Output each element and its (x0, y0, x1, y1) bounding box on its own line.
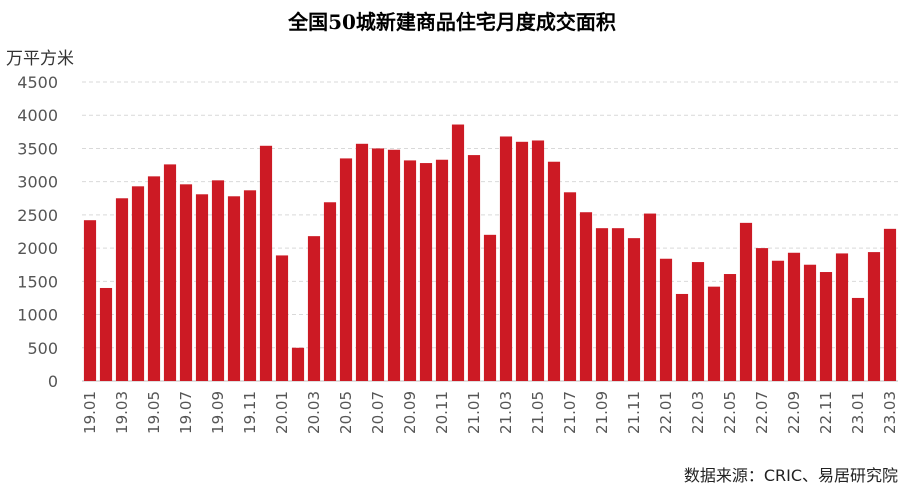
x-tick-label: 21.11 (625, 391, 643, 434)
bar-20.12 (451, 124, 465, 381)
bar-22.08 (771, 260, 785, 381)
x-tick-label: 19.05 (145, 391, 163, 434)
bar-21.07 (563, 192, 577, 381)
x-tick-label: 20.07 (369, 391, 387, 434)
bar-21.10 (611, 228, 625, 381)
bar-21.01 (467, 155, 481, 381)
x-tick-label: 19.11 (241, 391, 259, 434)
bar-22.04 (707, 286, 721, 381)
x-tick-label: 23.01 (849, 391, 867, 434)
y-tick-label: 2000 (17, 239, 58, 258)
y-tick-label: 0 (48, 372, 58, 391)
bar-19.09 (211, 180, 225, 381)
bar-20.08 (387, 149, 401, 381)
y-axis-ticks: 0 500 1000 1500 2000 2500 3000 3500 4000 4500 (17, 73, 58, 391)
x-tick-label: 20.05 (337, 391, 355, 434)
bar-20.07 (371, 148, 385, 381)
bar-19.03 (115, 198, 129, 381)
source-note: 数据来源：CRIC、易居研究院 (683, 466, 898, 485)
bar-21.05 (531, 140, 545, 381)
bar-22.11 (819, 272, 833, 381)
bar-20.10 (419, 163, 433, 381)
y-tick-label: 500 (27, 339, 58, 358)
y-tick-label: 1000 (17, 306, 58, 325)
bar-20.02 (291, 347, 305, 381)
x-tick-label: 19.03 (113, 391, 131, 434)
x-tick-label: 22.07 (753, 391, 771, 434)
bar-19.01 (83, 220, 97, 381)
x-tick-label: 22.09 (785, 391, 803, 434)
y-axis-unit-label: 万平方米 (6, 49, 74, 69)
bar-22.12 (835, 253, 849, 381)
bar-19.10 (227, 196, 241, 381)
bar-22.01 (659, 258, 673, 381)
y-tick-label: 3500 (17, 139, 58, 158)
bar-21.08 (579, 212, 593, 381)
x-tick-label: 20.09 (401, 391, 419, 434)
y-tick-label: 4500 (17, 73, 58, 92)
bar-20.03 (307, 236, 321, 381)
x-tick-label: 22.03 (689, 391, 707, 434)
x-tick-label: 19.07 (177, 391, 195, 434)
bar-23.02 (867, 252, 881, 381)
x-tick-label: 21.05 (529, 391, 547, 434)
y-tick-label: 2500 (17, 206, 58, 225)
bar-21.11 (627, 238, 641, 381)
bar-series (83, 124, 897, 381)
x-tick-label: 20.11 (433, 391, 451, 434)
bar-19.05 (147, 176, 161, 381)
bar-19.04 (131, 186, 145, 381)
bar-21.12 (643, 213, 657, 381)
bar-19.02 (99, 287, 113, 381)
y-tick-label: 3000 (17, 173, 58, 192)
bar-20.11 (435, 159, 449, 381)
x-tick-label: 20.03 (305, 391, 323, 434)
x-tick-label: 22.01 (657, 391, 675, 434)
chart-title: 全国50城新建商品住宅月度成交面积 (288, 10, 616, 34)
y-tick-label: 1500 (17, 272, 58, 291)
x-tick-label: 21.01 (465, 391, 483, 434)
bar-20.05 (339, 158, 353, 381)
bar-21.09 (595, 228, 609, 381)
x-tick-label: 19.01 (81, 391, 99, 434)
bar-23.01 (851, 297, 865, 381)
bar-21.06 (547, 161, 561, 381)
bar-21.03 (499, 136, 513, 381)
bar-19.07 (179, 184, 193, 381)
bar-22.06 (739, 222, 753, 381)
bar-22.09 (787, 252, 801, 381)
x-tick-label: 21.09 (593, 391, 611, 434)
x-tick-label: 22.11 (817, 391, 835, 434)
bar-23.03 (883, 228, 897, 381)
bar-19.11 (243, 190, 257, 381)
bar-20.01 (275, 255, 289, 381)
bar-22.10 (803, 264, 817, 381)
bar-20.04 (323, 202, 337, 381)
y-tick-label: 4000 (17, 106, 58, 125)
x-tick-label: 21.07 (561, 391, 579, 434)
x-tick-label: 23.03 (881, 391, 899, 434)
bar-21.02 (483, 234, 497, 381)
bar-22.03 (691, 262, 705, 381)
bar-21.04 (515, 141, 529, 381)
x-tick-label: 22.05 (721, 391, 739, 434)
bar-20.06 (355, 143, 369, 381)
x-tick-label: 19.09 (209, 391, 227, 434)
bar-22.07 (755, 248, 769, 381)
bar-22.02 (675, 293, 689, 381)
bar-19.12 (259, 145, 273, 381)
bar-19.06 (163, 164, 177, 381)
bar-19.08 (195, 194, 209, 381)
x-tick-label: 21.03 (497, 391, 515, 434)
bar-22.05 (723, 274, 737, 381)
x-tick-label: 20.01 (273, 391, 291, 434)
bar-20.09 (403, 160, 417, 381)
x-axis-ticks: 19.01 19.03 19.05 19.07 19.09 19.11 20.01 20.03… (81, 391, 899, 434)
